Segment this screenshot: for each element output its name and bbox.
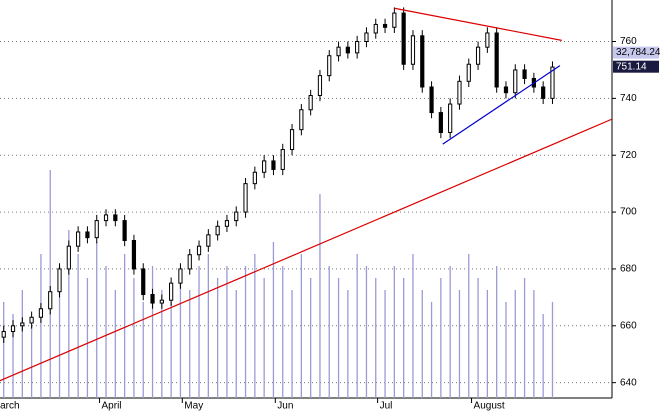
candle-body <box>522 69 527 79</box>
x-tick-label: Jul <box>380 401 393 412</box>
candle-body <box>10 325 16 332</box>
candle-body <box>234 211 239 222</box>
candle-body <box>20 322 25 327</box>
y-tick-label: 640 <box>620 377 637 388</box>
candle-body <box>113 214 118 222</box>
candle-body <box>299 109 304 131</box>
candle-body <box>513 69 518 94</box>
candle-body <box>475 46 481 65</box>
candle-body <box>159 299 164 304</box>
candle-body <box>196 245 202 256</box>
price-tag-label: 32,784.24 <box>616 47 660 58</box>
candle-body <box>252 171 257 185</box>
candle-body <box>401 12 406 65</box>
x-tick-label: March <box>0 401 20 412</box>
candle-body <box>66 245 71 270</box>
x-tick-label: August <box>474 401 505 412</box>
trendline <box>0 118 613 382</box>
candle-body <box>57 268 62 293</box>
candle-body <box>392 12 397 28</box>
candle-body <box>1 330 6 338</box>
price-tag-label: 751.14 <box>616 61 647 72</box>
candle-body <box>206 234 211 247</box>
candle-body <box>215 225 220 236</box>
candle-body <box>364 32 369 43</box>
candle-body <box>262 160 267 173</box>
candle-body <box>48 291 53 310</box>
y-tick-label: 740 <box>620 93 637 104</box>
candle-body <box>141 268 146 296</box>
price-tag-box <box>613 46 659 59</box>
candle-body <box>541 86 546 99</box>
candle-body <box>550 66 555 99</box>
candle-body <box>131 240 137 270</box>
candle-body <box>503 86 509 94</box>
x-tick-label: May <box>184 401 203 412</box>
candle-body <box>327 55 332 77</box>
candle-body <box>345 46 350 54</box>
x-tick-label: Jun <box>277 401 293 412</box>
candle-body <box>103 214 109 222</box>
candle-body <box>94 220 99 239</box>
candle-body <box>280 149 285 170</box>
candle-body <box>382 23 388 28</box>
y-tick-label: 760 <box>620 36 637 47</box>
candle-body <box>85 231 90 239</box>
trendline <box>394 7 562 41</box>
candle-body <box>429 86 434 114</box>
trendline <box>442 65 561 145</box>
candle-body <box>373 23 378 34</box>
candle-body <box>289 129 295 151</box>
candle-body <box>243 183 248 213</box>
candle-body <box>169 282 174 301</box>
candle-body <box>187 254 192 270</box>
candle-body <box>355 41 360 54</box>
y-tick-label: 680 <box>620 264 637 275</box>
candle-body <box>178 268 183 284</box>
candle-body <box>76 231 81 247</box>
y-tick-label: 720 <box>620 150 637 161</box>
candle-body <box>420 35 425 88</box>
candle-body <box>438 112 443 133</box>
price-tag-box <box>613 60 659 73</box>
candle-body <box>410 35 416 65</box>
candle-body <box>308 95 313 111</box>
y-tick-label: 700 <box>620 207 637 218</box>
candle-body <box>494 32 499 88</box>
candle-body <box>150 294 155 304</box>
candle-body <box>466 63 471 82</box>
y-tick-label: 660 <box>620 320 637 331</box>
candle-body <box>457 80 462 105</box>
candle-body <box>122 220 127 242</box>
candle-body <box>448 103 453 133</box>
candle-body <box>271 160 276 170</box>
candle-body <box>336 46 341 57</box>
candle-body <box>485 32 490 48</box>
candle-body <box>38 308 44 318</box>
candle-body <box>224 220 230 227</box>
candle-body <box>317 75 323 97</box>
candle-body <box>29 316 34 324</box>
x-tick-label: April <box>102 401 122 412</box>
